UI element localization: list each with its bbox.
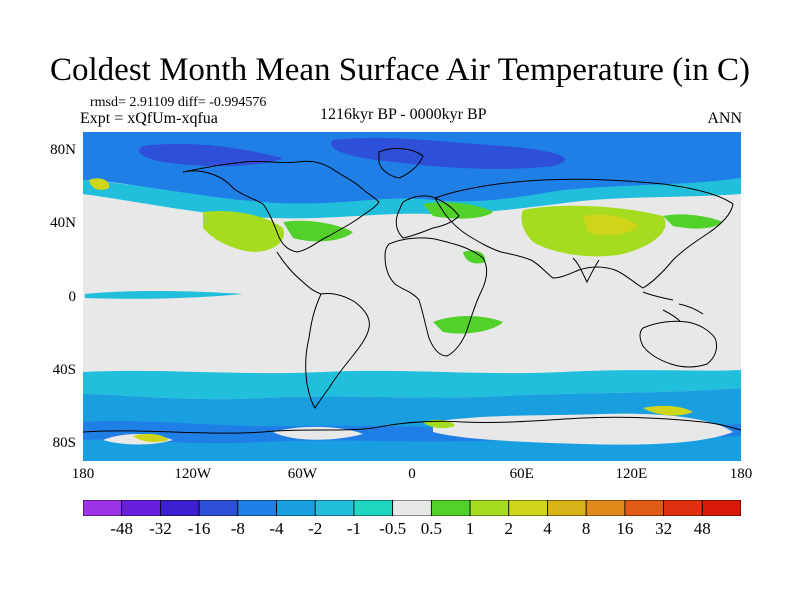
colorbar-label: -1: [346, 519, 362, 538]
south-america-coast: [305, 293, 370, 409]
central-america-coast: [276, 251, 322, 295]
colorbar-box: [547, 500, 587, 516]
colorbar-label: -48: [110, 519, 134, 538]
colorbar-label: 8: [581, 519, 591, 538]
antarctica-coast: [83, 416, 741, 434]
lat-label: 80N: [50, 142, 76, 159]
colorbar-label: 32: [655, 519, 673, 538]
lon-label: 60W: [287, 466, 317, 482]
north-america-green: [203, 210, 284, 252]
africa-coast: [384, 237, 488, 357]
colorbar-box: [237, 500, 277, 516]
colorbar-box: [198, 500, 239, 516]
lon-label: 0: [408, 466, 416, 482]
colorbar-label: 0.5: [420, 519, 442, 538]
colorbar-box: [701, 500, 741, 516]
lon-label: 120W: [174, 466, 211, 482]
colorbar-box: [160, 500, 200, 516]
colorbar: [83, 500, 741, 516]
colorbar-label: -2: [308, 519, 323, 538]
asia-yellow: [583, 214, 638, 236]
antarctica-neutral: [433, 413, 733, 445]
colorbar-box: [121, 500, 161, 516]
lat-label: 80S: [52, 434, 76, 451]
chart-title: Coldest Month Mean Surface Air Temperatu…: [50, 52, 750, 88]
season-label: ANN: [707, 110, 742, 127]
colorbar-label: 2: [504, 519, 514, 538]
colorbar-box: [392, 500, 432, 516]
colorbar-box: [469, 500, 510, 516]
lat-label: 40N: [50, 215, 76, 232]
lon-label: 120E: [615, 466, 648, 482]
colorbar-box: [276, 500, 316, 516]
east-asia-green: [663, 214, 723, 229]
antarctica-yellow: [133, 433, 169, 443]
colorbar-label: -0.5: [379, 519, 407, 538]
colorbar-label: 48: [693, 519, 711, 538]
temperature-map: [83, 132, 741, 461]
north-america-green: [283, 220, 353, 242]
lon-label: 180: [71, 466, 95, 482]
equatorial-cool-band: [85, 291, 243, 299]
colorbar-box: [353, 500, 394, 516]
period-label: 1216kyr BP - 0000kyr BP: [320, 106, 487, 123]
colorbar-box: [83, 500, 123, 516]
southern-cool-band: [83, 370, 741, 400]
arctic-very-cold-core: [139, 143, 283, 167]
greenland-coast: [378, 148, 424, 179]
colorbar-box: [314, 500, 355, 516]
stats-line: rmsd= 2.91109 diff= -0.994576: [90, 95, 267, 110]
africa-green: [433, 316, 503, 334]
india-coast: [572, 257, 600, 284]
colorbar-box: [430, 500, 471, 516]
australia-coast: [639, 320, 718, 368]
colorbar-label: -8: [230, 519, 245, 538]
colorbar-box: [508, 500, 548, 516]
africa-green: [463, 250, 486, 264]
colorbar-label: -16: [187, 519, 211, 538]
asia-coast: [434, 178, 734, 289]
colorbar-box: [663, 500, 703, 516]
colorbar-label: 4: [543, 519, 552, 538]
northern-cool-band: [83, 178, 741, 219]
lat-label: 0: [68, 288, 77, 305]
colorbar-box: [624, 500, 664, 516]
coastlines: [83, 148, 741, 434]
colorbar-label: 16: [616, 519, 634, 538]
arctic-very-cold-core: [331, 137, 565, 169]
antarctica-green: [423, 419, 455, 429]
lon-label: 60E: [509, 466, 534, 482]
colorbar-label: -32: [149, 519, 172, 538]
colorbar-boxes: [83, 500, 741, 516]
colorbar-label: -4: [269, 519, 284, 538]
alaska-yellow: [89, 178, 110, 190]
experiment-label: Expt = xQfUm-xqfua: [80, 110, 218, 127]
colorbar-label: 1: [465, 519, 475, 538]
north-america-coast: [182, 160, 380, 253]
antarctica-yellow: [643, 405, 693, 416]
temperature-fields: [83, 132, 741, 461]
lat-label: 40S: [52, 361, 76, 378]
lon-label: 180: [729, 466, 753, 482]
colorbar-box: [585, 500, 626, 516]
